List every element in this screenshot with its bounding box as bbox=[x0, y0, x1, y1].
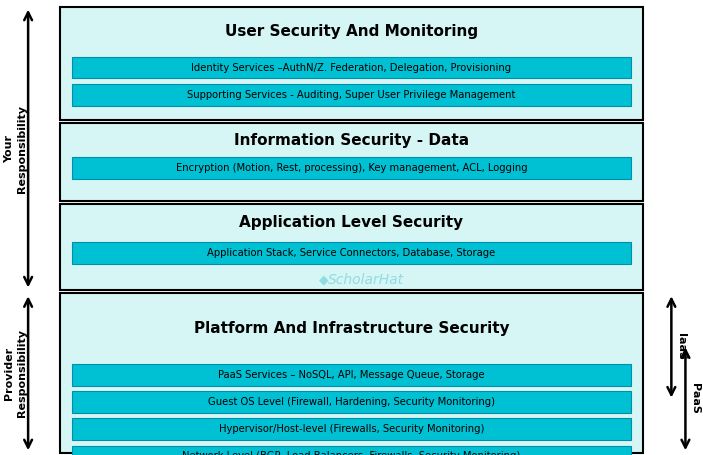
Bar bbox=[72, 364, 631, 385]
Text: Application Level Security: Application Level Security bbox=[240, 215, 463, 230]
Text: Identity Services –AuthN/Z. Federation, Delegation, Provisioning: Identity Services –AuthN/Z. Federation, … bbox=[191, 62, 512, 72]
Text: User Security And Monitoring: User Security And Monitoring bbox=[225, 24, 478, 39]
Text: ◆: ◆ bbox=[318, 273, 328, 286]
Text: PaaS: PaaS bbox=[690, 384, 699, 414]
Bar bbox=[72, 445, 631, 455]
Text: Provider
Responsibility: Provider Responsibility bbox=[4, 329, 27, 417]
Text: ScholarHat: ScholarHat bbox=[328, 273, 404, 287]
Bar bbox=[72, 391, 631, 413]
Bar bbox=[60, 204, 643, 290]
Bar bbox=[60, 123, 643, 201]
Bar bbox=[60, 293, 643, 453]
Text: Supporting Services - Auditing, Super User Privilege Management: Supporting Services - Auditing, Super Us… bbox=[187, 90, 516, 100]
Bar bbox=[72, 157, 631, 179]
Bar bbox=[72, 84, 631, 106]
Bar bbox=[60, 7, 643, 120]
Text: Hypervisor/Host-level (Firewalls, Security Monitoring): Hypervisor/Host-level (Firewalls, Securi… bbox=[219, 424, 484, 434]
Bar bbox=[72, 56, 631, 78]
Text: Encryption (Motion, Rest, processing), Key management, ACL, Logging: Encryption (Motion, Rest, processing), K… bbox=[176, 163, 527, 173]
Bar bbox=[72, 242, 631, 264]
Text: Platform And Infrastructure Security: Platform And Infrastructure Security bbox=[194, 321, 509, 336]
Text: Application Stack, Service Connectors, Database, Storage: Application Stack, Service Connectors, D… bbox=[207, 248, 496, 258]
Bar bbox=[72, 418, 631, 440]
Text: IaaS: IaaS bbox=[676, 334, 685, 360]
Text: Network Level (BGP, Load Balancers, Firewalls, Security Monitoring): Network Level (BGP, Load Balancers, Fire… bbox=[182, 451, 521, 455]
Text: Your
Responsibility: Your Responsibility bbox=[4, 105, 27, 192]
Text: Information Security - Data: Information Security - Data bbox=[234, 133, 469, 147]
Text: PaaS Services – NoSQL, API, Message Queue, Storage: PaaS Services – NoSQL, API, Message Queu… bbox=[218, 369, 485, 379]
Text: Guest OS Level (Firewall, Hardening, Security Monitoring): Guest OS Level (Firewall, Hardening, Sec… bbox=[208, 397, 495, 407]
